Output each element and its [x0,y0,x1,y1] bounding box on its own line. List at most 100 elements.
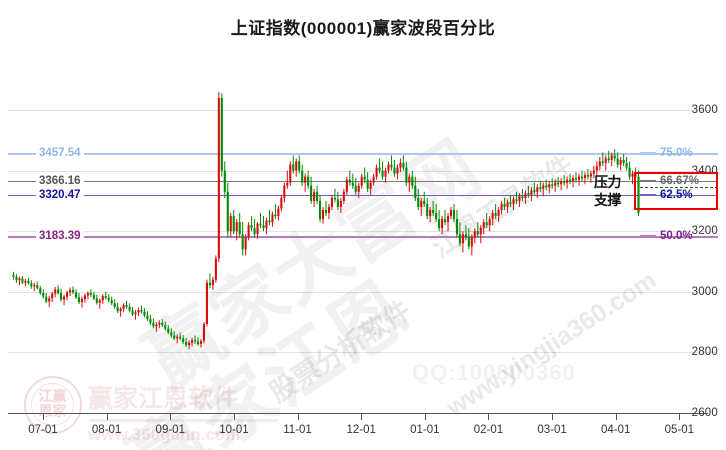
highlight-box [634,172,718,210]
candle-body [298,161,301,171]
candle-body [244,237,247,250]
candle-body [348,179,351,183]
candle-body [628,167,631,177]
candle-body [188,342,191,346]
candle-body [66,292,69,297]
candle-body [527,193,530,195]
candle-body [316,191,319,201]
candle-body [595,166,598,171]
x-axis-tick-label: 04-01 [601,424,631,436]
candle-body [271,214,274,223]
candle-body [536,187,539,192]
watermark-underline [90,419,278,422]
candle-body [104,296,107,298]
candle-body [211,279,214,286]
x-axis-tick [170,413,172,420]
candle-body [280,197,283,209]
candle-body [476,231,479,235]
candle-body [512,199,515,204]
candle-body [357,185,360,192]
annotation-support: 支撑 [594,192,622,208]
candle-body [560,181,563,185]
x-axis-tick-label: 09-01 [155,424,185,436]
candle-body [515,199,518,201]
candle-body [571,178,575,182]
candle-body [158,322,161,325]
candle-body [149,319,152,323]
candle-body [524,193,527,198]
candle-body [619,159,622,165]
candle-body [214,258,217,280]
x-axis-tick-label: 03-01 [537,424,567,436]
candle-body [292,164,295,171]
candle-body [622,159,625,164]
candle-body [134,312,137,315]
candle-body [467,237,470,247]
candle-body [21,278,24,283]
x-axis-tick [361,413,363,420]
level-price-label: 3457.54 [36,147,84,160]
candle-body [429,209,432,217]
candle-body [182,338,185,343]
candle-body [494,213,497,217]
x-axis-tick [552,413,554,420]
x-axis-line [8,413,708,414]
candle-body [86,293,89,296]
candle-body [336,199,339,207]
candle-body [452,209,456,220]
candle-body [408,176,411,183]
watermark-seal: 江赢 恩家 [24,376,82,434]
candle-body [583,175,586,179]
x-axis-tick-label: 11-01 [283,424,312,436]
candle-body [554,182,557,186]
candle-body [405,167,408,183]
y-axis-tick-label: 2800 [691,346,718,359]
candle-body [24,280,27,283]
candle-body [435,213,438,220]
seal-text-line2: 恩家 [38,403,67,419]
candle-body [208,282,211,286]
seal-text-line1: 江赢 [38,388,67,404]
level-swatch [640,193,656,196]
candle-body [57,289,60,294]
x-axis-tick-label: 07-01 [28,424,58,436]
y-axis-tick-label: 3000 [691,285,718,298]
candle-body [191,340,194,343]
candle-body [199,340,203,344]
candle-body [238,222,241,235]
candle-body [152,322,155,327]
candle-body [27,280,30,284]
candle-body [247,225,250,238]
candle-body [402,163,405,168]
candle-body [396,167,399,174]
level-price-label: 3366.16 [36,174,84,187]
candle-body [458,234,461,244]
candle-body [360,176,363,186]
level-swatch [640,152,656,155]
candle-body [432,209,435,214]
candle-body [423,200,426,204]
level-price-label: 3183.39 [36,230,84,243]
candle-body [54,289,57,294]
candle-body [116,306,119,312]
candle-body [363,176,366,180]
candle-body [580,176,584,179]
candle-body [42,293,45,297]
candle-body [83,295,86,300]
level-swatch [640,179,656,182]
x-axis-tick [679,413,681,420]
candle-body [426,203,429,217]
candle-body [393,167,396,174]
candle-body [601,161,604,164]
candle-body [30,283,33,287]
x-axis-tick [233,413,235,420]
x-axis-tick-label: 10-01 [219,424,249,436]
candle-body [77,297,81,303]
candle-body [173,335,176,339]
candle-body [310,185,313,201]
candle-body [146,315,149,320]
candle-body [342,191,345,201]
level-swatch [640,235,656,238]
candle-body [518,196,521,201]
